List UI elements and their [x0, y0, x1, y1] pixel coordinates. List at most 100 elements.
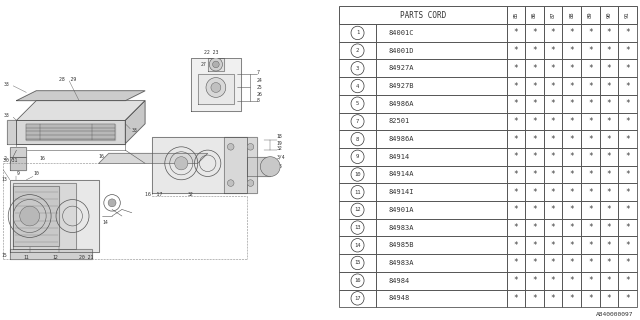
Bar — [600, 290, 618, 307]
Text: 8: 8 — [257, 98, 260, 103]
Bar — [525, 77, 544, 95]
Text: *: * — [513, 135, 518, 144]
Bar — [563, 42, 581, 60]
Text: *: * — [532, 64, 537, 73]
Text: *: * — [625, 64, 630, 73]
Circle shape — [247, 143, 254, 150]
Bar — [339, 290, 376, 307]
Text: 25: 25 — [257, 85, 263, 90]
Bar — [563, 272, 581, 290]
Text: *: * — [570, 188, 574, 197]
Text: *: * — [570, 117, 574, 126]
Polygon shape — [99, 153, 207, 163]
Text: 26: 26 — [257, 92, 263, 97]
Text: 84986A: 84986A — [388, 136, 414, 142]
Bar — [376, 24, 506, 42]
Text: 7: 7 — [356, 119, 359, 124]
Text: *: * — [570, 82, 574, 91]
Bar — [506, 42, 525, 60]
Text: *: * — [513, 259, 518, 268]
Bar — [506, 272, 525, 290]
Bar — [376, 148, 506, 166]
Text: *: * — [607, 117, 611, 126]
Bar — [339, 6, 506, 24]
Text: 7: 7 — [257, 70, 260, 75]
Text: 15: 15 — [355, 260, 361, 266]
Bar — [563, 254, 581, 272]
Bar — [618, 95, 637, 113]
Bar — [600, 42, 618, 60]
Text: 16: 16 — [99, 154, 104, 159]
Bar — [506, 148, 525, 166]
Text: *: * — [551, 223, 556, 232]
Text: *: * — [570, 276, 574, 285]
Text: *: * — [532, 188, 537, 197]
Text: *: * — [532, 276, 537, 285]
Text: 88: 88 — [569, 12, 574, 19]
Text: *: * — [607, 28, 611, 37]
Bar — [618, 254, 637, 272]
Text: *: * — [607, 82, 611, 91]
Polygon shape — [10, 147, 26, 157]
Text: 1: 1 — [356, 30, 359, 36]
Text: 86: 86 — [532, 12, 537, 19]
Text: *: * — [570, 259, 574, 268]
Text: *: * — [607, 135, 611, 144]
Text: *: * — [588, 117, 593, 126]
Bar — [339, 77, 376, 95]
Bar — [600, 60, 618, 77]
Text: 90: 90 — [607, 12, 611, 19]
Bar — [339, 148, 376, 166]
Text: 3/4: 3/4 — [277, 154, 285, 159]
Text: *: * — [551, 294, 556, 303]
Text: *: * — [625, 205, 630, 214]
Text: *: * — [513, 294, 518, 303]
Circle shape — [206, 78, 226, 97]
Text: 4: 4 — [356, 84, 359, 89]
Polygon shape — [13, 186, 60, 246]
Text: *: * — [532, 117, 537, 126]
Bar — [544, 95, 563, 113]
Bar — [525, 130, 544, 148]
Text: *: * — [532, 205, 537, 214]
Bar — [525, 254, 544, 272]
Text: *: * — [551, 135, 556, 144]
Bar — [544, 272, 563, 290]
Bar — [581, 95, 600, 113]
Text: 82501: 82501 — [388, 118, 410, 124]
Text: *: * — [607, 64, 611, 73]
Text: *: * — [625, 99, 630, 108]
Text: 32: 32 — [277, 146, 283, 151]
Bar — [581, 166, 600, 183]
Text: *: * — [588, 82, 593, 91]
Bar — [544, 77, 563, 95]
Bar — [339, 272, 376, 290]
Text: 84914A: 84914A — [388, 172, 414, 178]
Text: *: * — [513, 82, 518, 91]
Bar — [600, 183, 618, 201]
Bar — [581, 77, 600, 95]
Polygon shape — [125, 101, 145, 143]
Bar — [544, 24, 563, 42]
Text: *: * — [570, 294, 574, 303]
Text: *: * — [570, 223, 574, 232]
Text: 20 21: 20 21 — [79, 255, 93, 260]
Text: 22 23: 22 23 — [204, 50, 219, 55]
Text: *: * — [625, 28, 630, 37]
Text: 15: 15 — [2, 253, 8, 258]
Text: *: * — [551, 99, 556, 108]
Text: 84914: 84914 — [388, 154, 410, 160]
Bar — [376, 272, 506, 290]
Text: *: * — [532, 294, 537, 303]
Text: *: * — [607, 188, 611, 197]
Text: *: * — [532, 152, 537, 161]
Text: 32: 32 — [188, 192, 194, 197]
Bar — [544, 183, 563, 201]
Polygon shape — [10, 180, 99, 252]
Bar — [525, 60, 544, 77]
Text: *: * — [625, 46, 630, 55]
Text: 87: 87 — [550, 12, 556, 19]
Polygon shape — [6, 120, 17, 143]
Bar — [339, 130, 376, 148]
Bar — [376, 201, 506, 219]
